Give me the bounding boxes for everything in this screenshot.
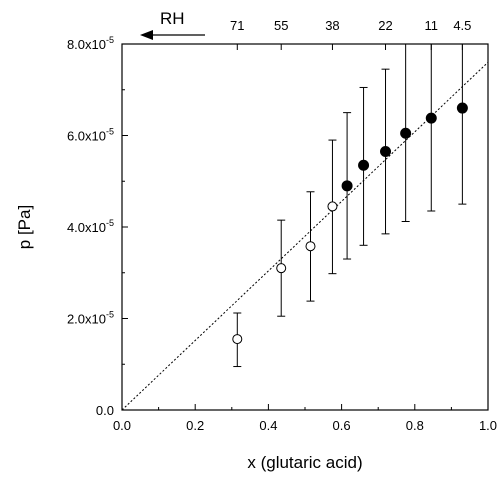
y-tick-label: 2.0x10-5 bbox=[67, 310, 114, 327]
open-point bbox=[327, 201, 338, 212]
filled-point bbox=[400, 127, 412, 139]
y-axis-title: p [Pa] bbox=[15, 205, 34, 249]
rh-tick-label: 71 bbox=[230, 18, 244, 33]
x-tick-label: 0.0 bbox=[113, 418, 131, 433]
open-point bbox=[305, 241, 316, 252]
plot-frame bbox=[121, 43, 489, 411]
filled-point bbox=[425, 112, 437, 124]
rh-tick-label: 11 bbox=[425, 18, 439, 33]
y-tick-label: 0.0 bbox=[96, 403, 114, 418]
y-tick-label: 6.0x10-5 bbox=[67, 127, 114, 144]
filled-point bbox=[380, 146, 392, 158]
x-tick-label: 0.2 bbox=[186, 418, 204, 433]
open-point bbox=[232, 334, 243, 345]
rh-tick-label: 4.5 bbox=[453, 18, 471, 33]
filled-point bbox=[456, 102, 468, 114]
y-tick-label: 4.0x10-5 bbox=[67, 218, 114, 235]
x-tick-label: 0.8 bbox=[406, 418, 424, 433]
rh-axis-label: RH bbox=[160, 9, 185, 28]
y-tick-label: 8.0x10-5 bbox=[67, 35, 114, 52]
x-axis-title: x (glutaric acid) bbox=[247, 453, 362, 472]
x-tick-label: 0.6 bbox=[333, 418, 351, 433]
data-points bbox=[232, 43, 468, 368]
rh-tick-label: 22 bbox=[378, 18, 392, 33]
top-axis: 71 55 38 22 11 4.5 bbox=[230, 18, 471, 50]
filled-point bbox=[341, 180, 353, 192]
rh-tick-label: 38 bbox=[325, 18, 339, 33]
x-tick-label: 1.0 bbox=[479, 418, 497, 433]
rh-tick-label: 55 bbox=[274, 18, 288, 33]
y-axis: 0.0 2.0x10-5 4.0x10-5 6.0x10-5 8.0x10-5 bbox=[67, 35, 128, 418]
x-axis: 0.0 0.2 0.4 0.6 0.8 1.0 bbox=[113, 404, 497, 433]
x-tick-label: 0.4 bbox=[259, 418, 277, 433]
rh-arrow-head bbox=[140, 30, 153, 40]
filled-point bbox=[358, 159, 370, 171]
open-point bbox=[276, 263, 287, 274]
